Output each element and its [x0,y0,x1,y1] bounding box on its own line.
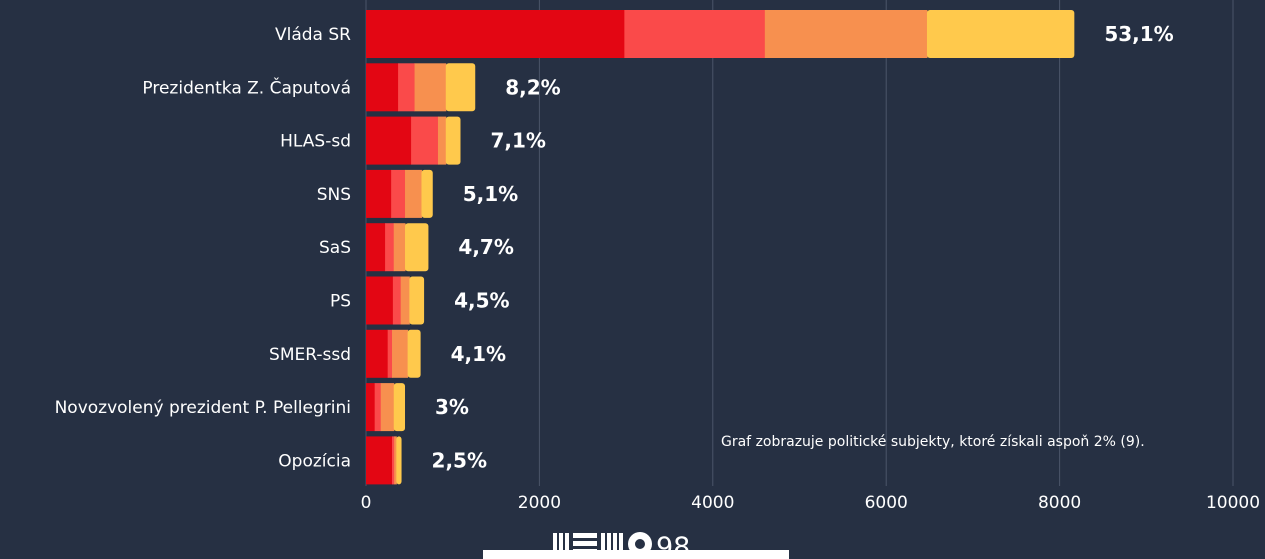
bar-row [366,276,425,325]
percent-label: 8,2% [505,75,560,99]
category-label: Opozícia [278,451,351,471]
bar-segment [926,10,1075,58]
category-label: SaS [319,238,351,258]
bar-segment [396,436,402,485]
percent-labels: 53,1% 8,2% 7,1% 5,1% 4,7% 4,5% 4,1% 3% 2,5% [432,22,1174,472]
category-label: Prezidentka Z. Čaputová [142,76,351,98]
logo-o-glyph [628,532,652,556]
percent-label: 4,5% [454,289,509,313]
bar-segment [405,223,429,272]
bar-segment [409,276,425,325]
bar-segment [366,329,389,378]
bar-segment [393,223,406,272]
bar-segment [437,116,447,165]
x-axis-ticks: 0 2000 4000 6000 8000 10000 [361,493,1260,513]
bar-segment [366,63,399,112]
chart-annotation: Graf zobrazuje politické subjekty, ktoré… [721,434,1145,450]
memo98-logo: 98 [483,532,789,559]
bar-segment [374,383,382,432]
percent-label: 5,1% [463,182,518,206]
bar-segment [366,10,625,58]
category-label: SNS [317,185,351,205]
x-tick-label: 8000 [1038,493,1081,513]
bar-row [366,436,402,485]
category-labels: Vláda SR Prezidentka Z. Čaputová HLAS-sd SN… [55,25,352,471]
bar-segment [624,10,766,58]
x-tick-label: 10000 [1206,493,1260,513]
bar-row [366,116,461,165]
bar-row [366,169,433,218]
bar-segment [398,63,416,112]
percent-label: 4,7% [458,235,513,259]
bar-segment [366,223,386,272]
bar-segment [400,276,410,325]
bar-row [366,63,476,112]
category-label: HLAS-sd [280,132,351,152]
bar-segment [392,329,409,378]
bar-segment [380,383,395,432]
bar-segment [366,276,394,325]
percent-label: 53,1% [1104,22,1173,46]
bar-segment [407,329,421,378]
bar-segment [394,436,397,485]
logo-e-glyph [573,533,597,554]
bars [366,10,1075,485]
bar-segment [366,116,412,165]
category-label: Novozvolený prezident P. Pellegrini [55,398,351,418]
bar-segment [392,276,402,325]
x-tick-label: 2000 [518,493,561,513]
bar-segment [366,383,376,432]
bar-row [366,10,1075,58]
bar-segment [411,116,439,165]
bar-segment [387,329,393,378]
x-tick-label: 6000 [865,493,908,513]
logo-m-glyph [553,533,569,555]
bar-segment [445,116,461,165]
bar-segment [764,10,928,58]
bar-segment [385,223,395,272]
bar-segment [445,63,476,112]
bar-row [366,383,406,432]
category-label: PS [330,292,351,312]
bar-segment [366,436,393,485]
bar-segment [391,169,406,218]
category-label: Vláda SR [275,25,351,45]
bar-row [366,329,421,378]
percent-label: 2,5% [432,448,487,472]
percent-label: 4,1% [451,342,506,366]
percent-label: 3% [435,395,469,419]
logo-m2-glyph [601,533,623,555]
logo-number: 98 [656,532,690,559]
x-tick-label: 0 [361,493,372,513]
category-label: SMER-ssd [269,345,351,365]
x-tick-label: 4000 [691,493,734,513]
bar-segment [405,169,422,218]
bar-segment [393,383,406,432]
bar-segment [414,63,447,112]
bar-segment [392,436,395,485]
bar-row [366,223,429,272]
percent-label: 7,1% [491,129,546,153]
bar-segment [421,169,433,218]
bar-segment [366,169,392,218]
